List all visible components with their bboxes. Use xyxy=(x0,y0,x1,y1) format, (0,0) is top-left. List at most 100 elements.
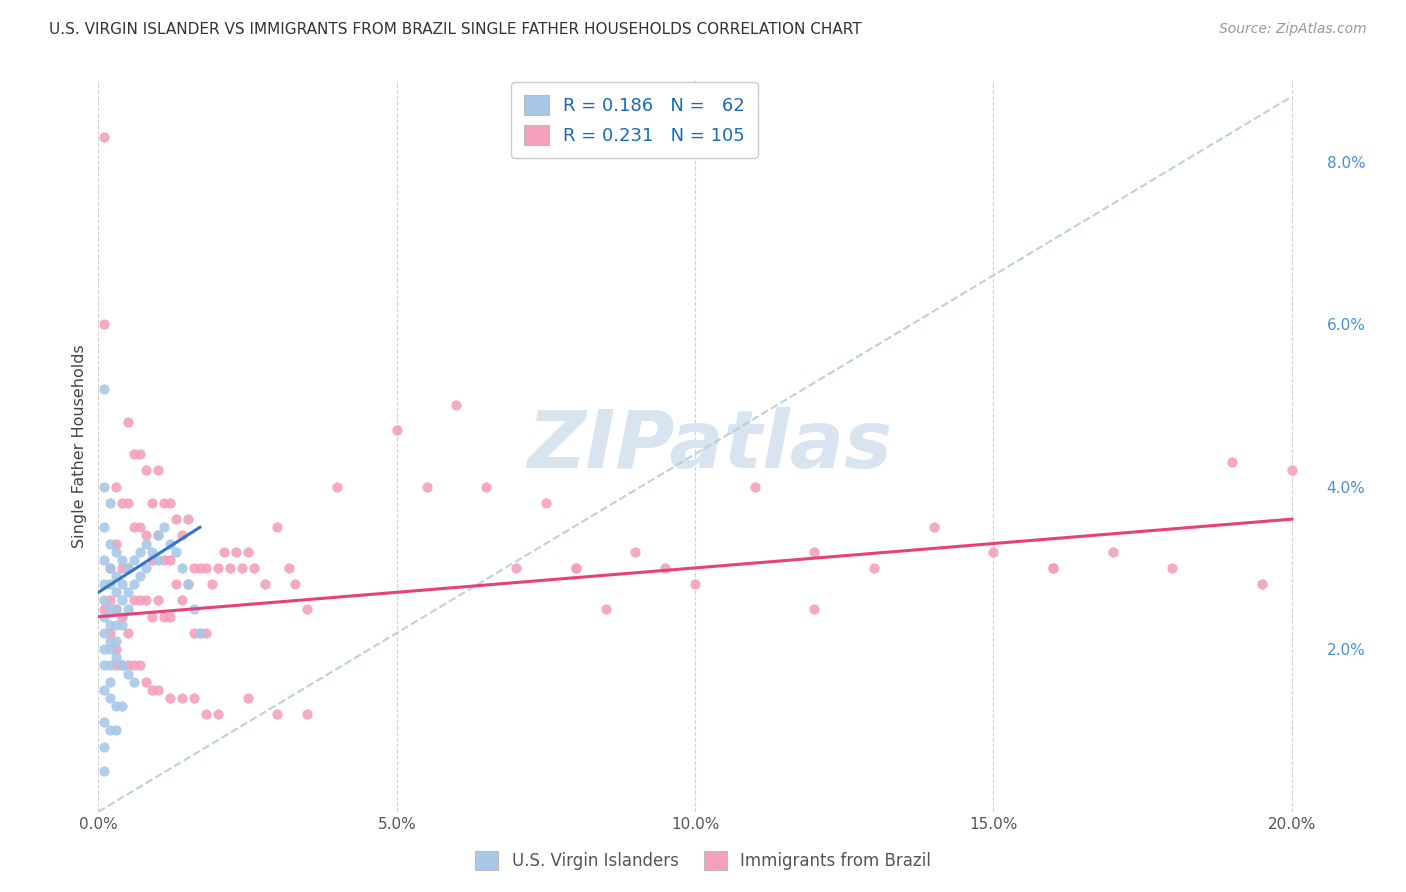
Point xyxy=(117,496,139,510)
Point xyxy=(135,561,157,575)
Point xyxy=(93,626,115,640)
Point xyxy=(135,528,157,542)
Point xyxy=(446,398,468,412)
Point xyxy=(236,544,259,558)
Point xyxy=(111,699,134,714)
Point xyxy=(231,561,253,575)
Point xyxy=(98,617,121,632)
Point xyxy=(188,626,211,640)
Point xyxy=(111,609,134,624)
Point xyxy=(93,764,115,778)
Point xyxy=(153,553,176,567)
Point xyxy=(415,480,437,494)
Point xyxy=(98,561,121,575)
Point xyxy=(165,577,187,591)
Point xyxy=(201,577,224,591)
Point xyxy=(225,544,247,558)
Point xyxy=(93,601,115,615)
Point xyxy=(146,593,169,607)
Point xyxy=(98,561,121,575)
Text: Source: ZipAtlas.com: Source: ZipAtlas.com xyxy=(1219,22,1367,37)
Point xyxy=(122,447,145,461)
Point xyxy=(111,658,134,673)
Point xyxy=(159,609,181,624)
Point xyxy=(159,536,181,550)
Point xyxy=(93,739,115,754)
Point xyxy=(117,415,139,429)
Point xyxy=(624,544,647,558)
Text: U.S. VIRGIN ISLANDER VS IMMIGRANTS FROM BRAZIL SINGLE FATHER HOUSEHOLDS CORRELAT: U.S. VIRGIN ISLANDER VS IMMIGRANTS FROM … xyxy=(49,22,862,37)
Point xyxy=(188,561,211,575)
Point xyxy=(153,520,176,534)
Point xyxy=(98,626,121,640)
Point xyxy=(863,561,886,575)
Point xyxy=(93,317,115,331)
Point xyxy=(135,536,157,550)
Point xyxy=(105,617,128,632)
Point xyxy=(170,593,193,607)
Point xyxy=(111,593,134,607)
Point xyxy=(744,480,766,494)
Point xyxy=(93,715,115,730)
Point xyxy=(475,480,498,494)
Point xyxy=(207,707,229,722)
Point xyxy=(188,626,211,640)
Point xyxy=(194,707,217,722)
Point xyxy=(146,528,169,542)
Point xyxy=(170,561,193,575)
Text: ZIPatlas: ZIPatlas xyxy=(527,407,893,485)
Point xyxy=(111,561,134,575)
Point xyxy=(135,593,157,607)
Point xyxy=(177,577,200,591)
Legend: R = 0.186   N =   62, R = 0.231   N = 105: R = 0.186 N = 62, R = 0.231 N = 105 xyxy=(512,82,758,158)
Point xyxy=(93,577,115,591)
Point xyxy=(146,682,169,697)
Point xyxy=(117,561,139,575)
Point xyxy=(266,520,288,534)
Point xyxy=(505,561,527,575)
Point xyxy=(534,496,557,510)
Point xyxy=(93,658,115,673)
Point xyxy=(129,447,152,461)
Point xyxy=(194,626,217,640)
Point xyxy=(93,609,115,624)
Point xyxy=(111,617,134,632)
Point xyxy=(218,561,240,575)
Point xyxy=(93,382,115,396)
Point xyxy=(129,593,152,607)
Point xyxy=(93,682,115,697)
Point xyxy=(111,496,134,510)
Point xyxy=(117,601,139,615)
Point xyxy=(111,577,134,591)
Point xyxy=(141,496,163,510)
Point xyxy=(141,544,163,558)
Point xyxy=(683,577,706,591)
Legend: U.S. Virgin Islanders, Immigrants from Brazil: U.S. Virgin Islanders, Immigrants from B… xyxy=(468,844,938,877)
Point xyxy=(93,480,115,494)
Point xyxy=(159,553,181,567)
Point xyxy=(93,642,115,657)
Point xyxy=(1042,561,1064,575)
Point xyxy=(105,569,128,583)
Point xyxy=(122,553,145,567)
Point xyxy=(117,626,139,640)
Point xyxy=(146,463,169,477)
Point xyxy=(297,707,319,722)
Point xyxy=(98,577,121,591)
Point xyxy=(105,699,128,714)
Point xyxy=(165,544,187,558)
Point xyxy=(177,512,200,526)
Point xyxy=(98,642,121,657)
Point xyxy=(1281,463,1303,477)
Point xyxy=(117,585,139,599)
Point xyxy=(105,544,128,558)
Point xyxy=(122,593,145,607)
Point xyxy=(922,520,945,534)
Point xyxy=(122,577,145,591)
Point xyxy=(93,593,115,607)
Point xyxy=(159,496,181,510)
Point xyxy=(105,634,128,648)
Point xyxy=(803,544,825,558)
Point xyxy=(194,561,217,575)
Point xyxy=(1220,455,1243,469)
